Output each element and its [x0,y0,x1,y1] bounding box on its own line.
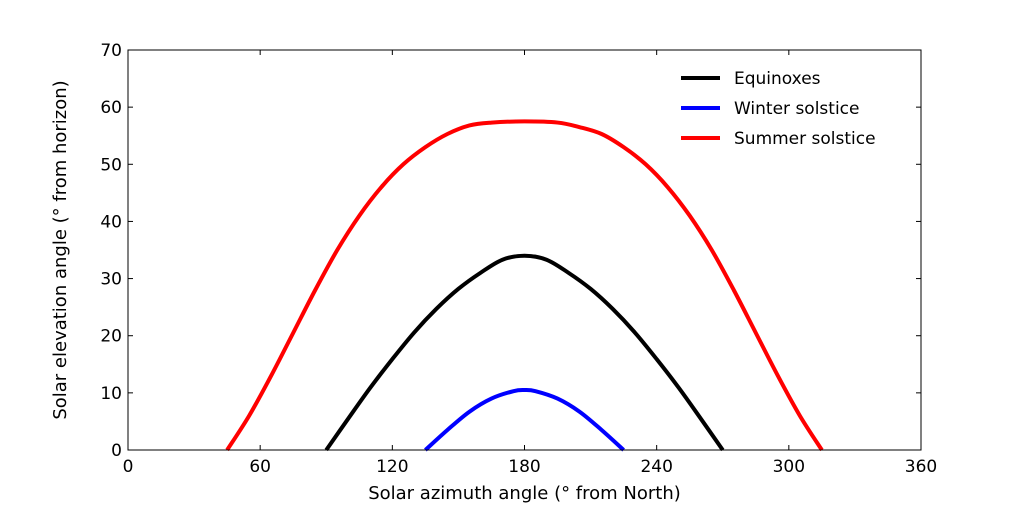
y-tick-label: 50 [100,155,122,175]
series-line-winter-solstice [424,387,625,452]
y-tick-label: 20 [100,327,122,347]
x-tick-label: 360 [905,457,937,477]
series-line-summer-solstice [225,119,824,452]
x-tick-label: 300 [773,457,805,477]
legend: Equinoxes Winter solstice Summer solstice [681,69,876,149]
x-tick-label: 180 [508,457,540,477]
y-tick-label: 10 [100,384,122,404]
y-tick-label: 60 [100,98,122,118]
x-tick-label: 120 [376,457,408,477]
series-line-equinoxes [324,253,725,452]
y-tick-label: 0 [111,441,122,461]
axis-ticks: 0 60 120 180 240 300 360 0 10 20 30 40 50 60 70 [100,41,937,477]
x-tick-label: 60 [249,457,271,477]
x-tick-label: 240 [640,457,672,477]
y-axis-label: Solar elevation angle (° from horizon) [50,80,71,419]
y-tick-label: 70 [100,41,122,61]
legend-label-winter-solstice: Winter solstice [734,99,859,119]
y-tick-label: 30 [100,270,122,290]
legend-label-summer-solstice: Summer solstice [734,129,876,149]
legend-label-equinoxes: Equinoxes [734,69,821,89]
x-axis-label: Solar azimuth angle (° from North) [368,483,681,504]
y-tick-label: 40 [100,212,122,232]
x-tick-label: 0 [123,457,134,477]
plot-area [225,119,824,452]
